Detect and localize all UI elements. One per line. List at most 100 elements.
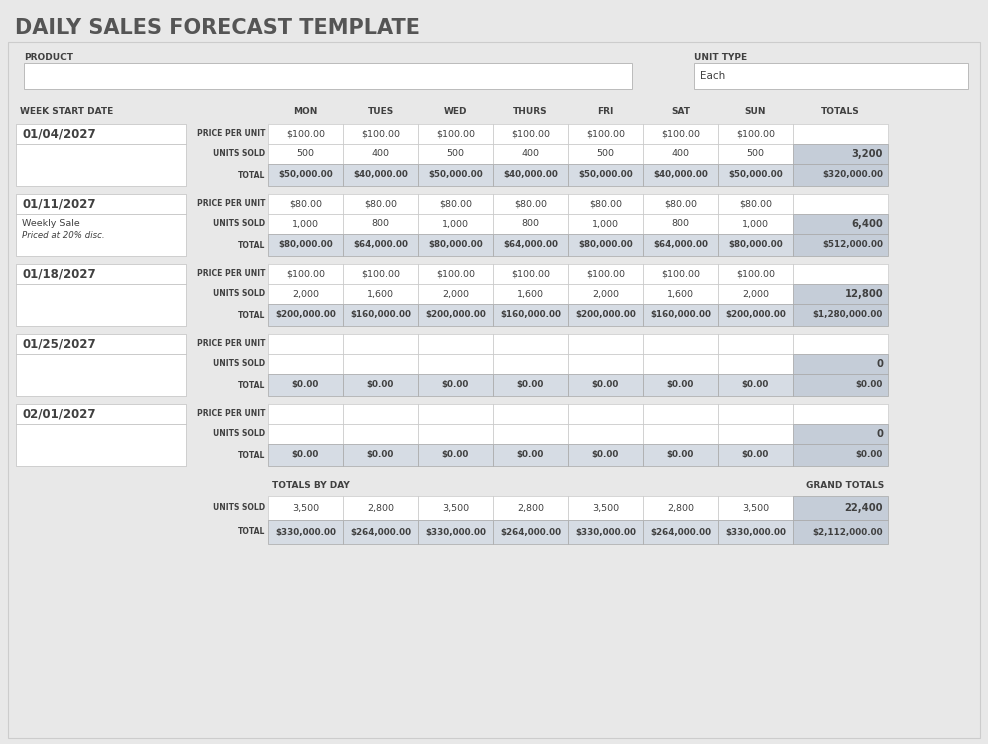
Text: $50,000.00: $50,000.00 <box>428 170 483 179</box>
Bar <box>568 214 643 234</box>
Bar <box>493 334 568 354</box>
Bar <box>568 374 643 396</box>
Text: $330,000.00: $330,000.00 <box>725 527 786 536</box>
Bar <box>343 124 418 144</box>
Bar <box>643 214 718 234</box>
Bar <box>718 284 793 304</box>
Text: UNITS SOLD: UNITS SOLD <box>212 219 265 228</box>
Text: $40,000.00: $40,000.00 <box>653 170 708 179</box>
Bar <box>793 334 888 354</box>
Bar <box>16 264 186 284</box>
Text: $50,000.00: $50,000.00 <box>279 170 333 179</box>
Text: 400: 400 <box>522 150 539 158</box>
Text: $100.00: $100.00 <box>436 129 475 138</box>
Text: $1,280,000.00: $1,280,000.00 <box>812 310 883 319</box>
Text: PRICE PER UNIT: PRICE PER UNIT <box>197 339 265 348</box>
Bar <box>418 334 493 354</box>
Text: 3,500: 3,500 <box>742 504 769 513</box>
Bar <box>268 404 343 424</box>
Text: 1,600: 1,600 <box>517 289 544 298</box>
Text: $100.00: $100.00 <box>586 129 625 138</box>
Text: MON: MON <box>293 107 318 117</box>
Text: $100.00: $100.00 <box>661 129 700 138</box>
Bar <box>793 304 888 326</box>
Bar <box>418 164 493 186</box>
Bar <box>418 444 493 466</box>
Bar <box>568 234 643 256</box>
Bar <box>568 354 643 374</box>
Text: $2,112,000.00: $2,112,000.00 <box>812 527 883 536</box>
Bar <box>418 496 493 520</box>
Bar <box>718 124 793 144</box>
Bar <box>793 214 888 234</box>
Bar <box>268 164 343 186</box>
Bar <box>643 354 718 374</box>
Bar <box>718 404 793 424</box>
Text: $80,000.00: $80,000.00 <box>578 240 633 249</box>
Text: $80.00: $80.00 <box>364 199 397 208</box>
Bar <box>343 496 418 520</box>
Text: PRICE PER UNIT: PRICE PER UNIT <box>197 199 265 208</box>
Text: $330,000.00: $330,000.00 <box>575 527 636 536</box>
Bar <box>493 284 568 304</box>
Text: UNITS SOLD: UNITS SOLD <box>212 429 265 438</box>
Bar <box>268 124 343 144</box>
Text: 1,600: 1,600 <box>367 289 394 298</box>
Text: $320,000.00: $320,000.00 <box>822 170 883 179</box>
Text: Each: Each <box>700 71 725 81</box>
Text: $40,000.00: $40,000.00 <box>503 170 558 179</box>
Text: $64,000.00: $64,000.00 <box>503 240 558 249</box>
Text: TUES: TUES <box>368 107 393 117</box>
Text: 2,000: 2,000 <box>592 289 619 298</box>
Bar <box>568 334 643 354</box>
Text: $80.00: $80.00 <box>664 199 697 208</box>
Text: $100.00: $100.00 <box>286 269 325 278</box>
Text: $40,000.00: $40,000.00 <box>353 170 408 179</box>
Text: $80,000.00: $80,000.00 <box>728 240 782 249</box>
Bar <box>718 374 793 396</box>
Bar <box>793 144 888 164</box>
Bar <box>16 214 186 256</box>
Bar <box>343 304 418 326</box>
Bar <box>718 444 793 466</box>
Text: SAT: SAT <box>671 107 690 117</box>
Bar <box>718 354 793 374</box>
Text: $0.00: $0.00 <box>442 451 469 460</box>
Bar <box>343 374 418 396</box>
Bar <box>568 404 643 424</box>
Text: $0.00: $0.00 <box>592 451 619 460</box>
Text: 1,600: 1,600 <box>667 289 694 298</box>
Text: UNITS SOLD: UNITS SOLD <box>212 359 265 368</box>
Bar <box>493 124 568 144</box>
Bar <box>16 404 186 424</box>
Bar <box>493 194 568 214</box>
Bar <box>343 194 418 214</box>
Bar <box>16 194 186 214</box>
Text: 2,800: 2,800 <box>667 504 694 513</box>
Bar <box>718 496 793 520</box>
Bar <box>643 520 718 544</box>
Bar <box>568 424 643 444</box>
Bar <box>493 234 568 256</box>
Text: 3,200: 3,200 <box>852 149 883 159</box>
Bar <box>793 164 888 186</box>
Bar <box>268 374 343 396</box>
Text: $0.00: $0.00 <box>291 451 319 460</box>
Bar <box>793 374 888 396</box>
Bar <box>418 264 493 284</box>
Text: 0: 0 <box>876 359 883 369</box>
Text: 500: 500 <box>597 150 615 158</box>
Bar <box>268 214 343 234</box>
Bar <box>493 424 568 444</box>
Bar <box>694 63 968 89</box>
Bar <box>643 264 718 284</box>
Text: 500: 500 <box>447 150 464 158</box>
Bar <box>793 496 888 520</box>
Text: 0: 0 <box>876 429 883 439</box>
Text: $100.00: $100.00 <box>586 269 625 278</box>
Text: UNITS SOLD: UNITS SOLD <box>212 289 265 298</box>
Bar <box>718 164 793 186</box>
Bar <box>643 194 718 214</box>
Text: $200,000.00: $200,000.00 <box>425 310 486 319</box>
Bar <box>493 214 568 234</box>
